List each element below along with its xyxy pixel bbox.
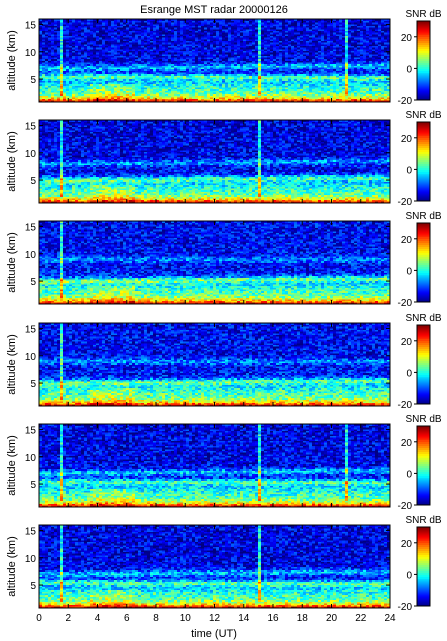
y-tick-label: 10 — [25, 352, 37, 363]
colorbar-tick-label: 20 — [401, 539, 413, 550]
colorbar-tick-label: 0 — [406, 64, 412, 75]
y-tick-label: 10 — [25, 149, 37, 160]
colorbar-tick-label: -20 — [398, 501, 413, 512]
colorbar-tick-label: -20 — [398, 602, 413, 613]
x-tick-label: 18 — [297, 613, 309, 624]
colorbar-tick-label: 0 — [406, 368, 412, 379]
colorbar-tick-label: 20 — [401, 337, 413, 348]
colorbar-label: SNR dB — [405, 515, 441, 526]
colorbar-tick-label: 20 — [401, 438, 413, 449]
colorbar-label: SNR dB — [405, 414, 441, 425]
colorbar-tick-label: 20 — [401, 33, 413, 44]
x-tick-label: 12 — [209, 613, 221, 624]
y-tick-label: 5 — [30, 480, 36, 491]
y-axis-label: altitude (km) — [6, 232, 18, 293]
colorbar-tick-label: 20 — [401, 134, 413, 145]
panel-5: 5 10 15 altitude (km) -20 0 20 SNR dB — [6, 414, 442, 512]
heatmap-2 — [39, 120, 390, 203]
y-tick-label: 5 — [30, 75, 36, 86]
heatmap-6 — [39, 525, 390, 608]
y-tick-label: 10 — [25, 453, 37, 464]
colorbar-label: SNR dB — [405, 110, 441, 121]
y-tick-label: 15 — [25, 121, 37, 132]
panel-3: 5 10 15 altitude (km) -20 0 20 SNR dB — [6, 211, 442, 309]
y-tick-label: 15 — [25, 324, 37, 335]
y-tick-label: 10 — [25, 554, 37, 565]
x-tick-label: 24 — [384, 613, 396, 624]
x-tick-label: 16 — [267, 613, 279, 624]
y-tick-label: 15 — [25, 20, 37, 31]
colorbar-3: -20 0 20 SNR dB — [398, 211, 442, 309]
y-tick-label: 10 — [25, 250, 37, 261]
colorbar-label: SNR dB — [405, 9, 441, 20]
y-tick-label: 15 — [25, 526, 37, 537]
colorbar-tick-label: -20 — [398, 96, 413, 107]
y-tick-label: 15 — [25, 222, 37, 233]
y-axis-label: altitude (km) — [6, 131, 18, 192]
x-tick-label: 6 — [124, 613, 130, 624]
heatmap-5 — [39, 424, 390, 507]
colorbar-tick-label: 0 — [406, 570, 412, 581]
x-tick-label: 10 — [180, 613, 192, 624]
colorbar-5: -20 0 20 SNR dB — [398, 414, 442, 512]
x-tick-label: 8 — [153, 613, 159, 624]
panel-1: 5 10 15 altitude (km) -20 0 20 SNR dB — [6, 9, 442, 107]
x-tick-label: 14 — [238, 613, 250, 624]
panel-2: 5 10 15 altitude (km) -20 0 20 SNR dB — [6, 110, 442, 208]
x-tick-label: 20 — [326, 613, 338, 624]
colorbar-2: -20 0 20 SNR dB — [398, 110, 442, 208]
y-tick-label: 10 — [25, 48, 37, 59]
colorbar-1: -20 0 20 SNR dB — [398, 9, 442, 107]
figure-title: Esrange MST radar 20000126 — [140, 4, 288, 16]
panel-4: 5 10 15 altitude (km) -20 0 20 SNR dB — [6, 313, 442, 411]
colorbar-tick-label: 0 — [406, 469, 412, 480]
colorbar-tick-label: 0 — [406, 165, 412, 176]
x-tick-label: 0 — [36, 613, 42, 624]
colorbar-label: SNR dB — [405, 313, 441, 324]
x-tick-label: 22 — [355, 613, 367, 624]
y-tick-label: 5 — [30, 176, 36, 187]
y-axis-label: altitude (km) — [6, 334, 18, 395]
y-tick-label: 5 — [30, 379, 36, 390]
y-tick-label: 5 — [30, 277, 36, 288]
colorbar-tick-label: -20 — [398, 197, 413, 208]
y-axis-label: altitude (km) — [6, 536, 18, 597]
y-tick-label: 15 — [25, 425, 37, 436]
colorbar-tick-label: -20 — [398, 298, 413, 309]
colorbar-tick-label: -20 — [398, 400, 413, 411]
x-axis-label: time (UT) — [191, 628, 237, 640]
heatmap-1 — [39, 19, 390, 102]
y-axis-label: altitude (km) — [6, 435, 18, 496]
colorbar-6: -20 0 20 SNR dB — [398, 515, 442, 613]
colorbar-4: -20 0 20 SNR dB — [398, 313, 442, 411]
heatmap-3 — [39, 221, 390, 304]
heatmap-4 — [39, 323, 390, 406]
x-tick-label: 2 — [65, 613, 71, 624]
y-tick-label: 5 — [30, 581, 36, 592]
colorbar-tick-label: 0 — [406, 266, 412, 277]
colorbar-label: SNR dB — [405, 211, 441, 222]
y-axis-label: altitude (km) — [6, 30, 18, 91]
colorbar-tick-label: 20 — [401, 235, 413, 246]
x-tick-label: 4 — [95, 613, 101, 624]
